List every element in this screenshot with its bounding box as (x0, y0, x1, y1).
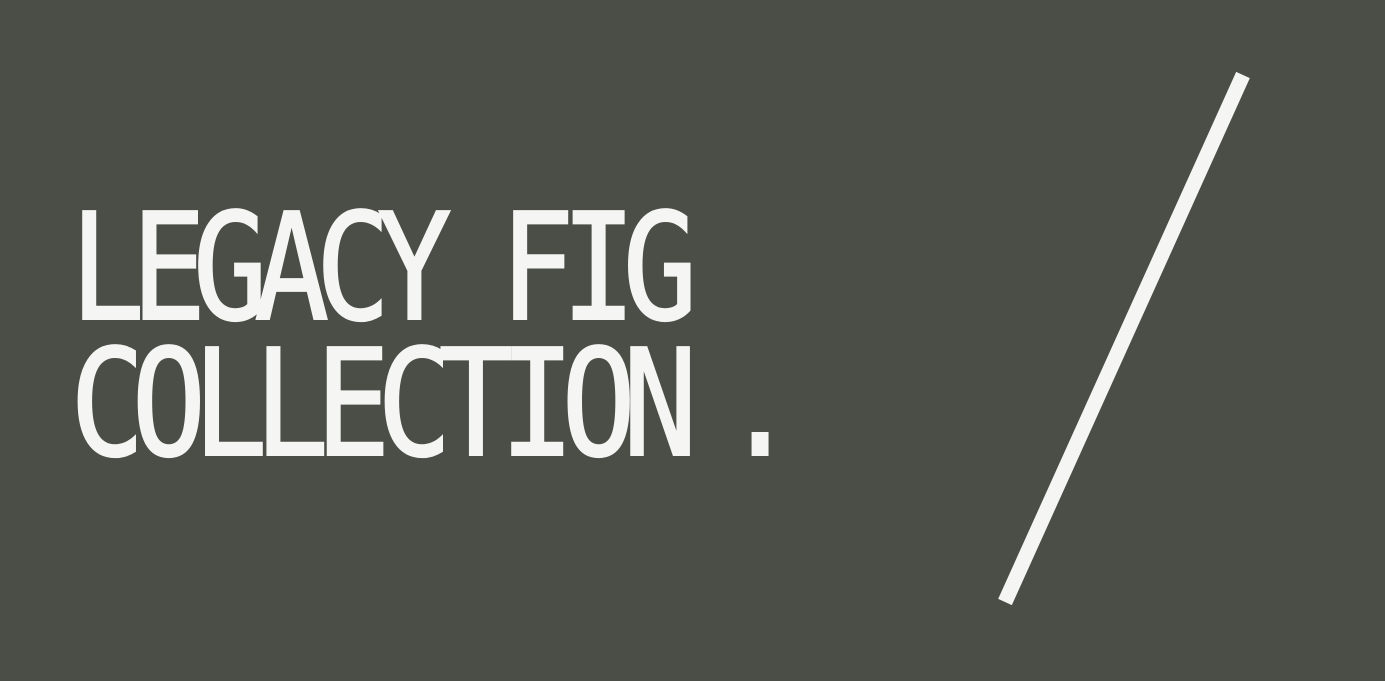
headline-line-2: COLLECTION. (69, 329, 798, 479)
slash-stroke (998, 71, 1250, 606)
headline-line-2-text: COLLECTION (69, 318, 698, 490)
headline-line-1: LEGACY FIG (69, 182, 698, 354)
banner-headline: LEGACY FIG COLLECTION. (69, 182, 798, 479)
headline-period: . (722, 318, 799, 490)
